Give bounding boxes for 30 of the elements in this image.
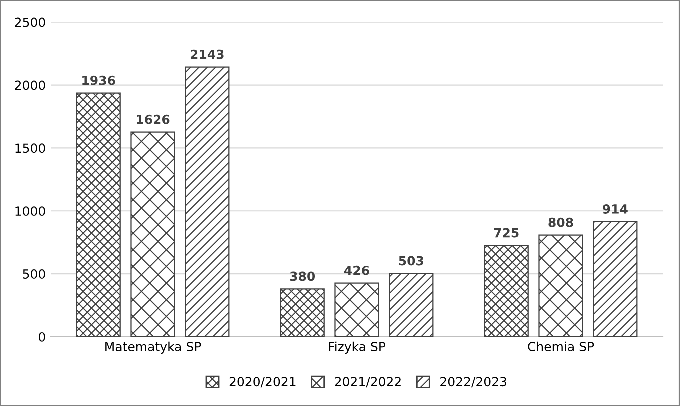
legend-label: 2022/2023 — [440, 377, 506, 388]
data-label: 426 — [344, 266, 370, 276]
y-tick-label: 2500 — [15, 18, 46, 28]
data-label: 1936 — [82, 76, 116, 86]
legend-label: 2021/2022 — [335, 377, 401, 388]
legend-label: 2020/2021 — [230, 377, 296, 388]
y-tick-label: 1000 — [16, 206, 46, 216]
x-tick-label: Chemia SP — [528, 342, 594, 352]
bar — [389, 273, 434, 337]
y-tick-label: 500 — [23, 270, 46, 279]
data-label: 2143 — [190, 50, 224, 60]
y-tick-label: 0 — [39, 332, 46, 342]
data-label: 1626 — [137, 114, 170, 124]
bar — [593, 221, 638, 337]
data-label: 808 — [548, 218, 574, 228]
data-label: 914 — [603, 204, 628, 214]
bar — [334, 282, 380, 337]
bar — [185, 66, 230, 337]
bar — [280, 288, 325, 337]
y-tick-label: 1500 — [16, 144, 46, 154]
x-tick-label: Matematyka SP — [106, 342, 202, 354]
bar — [538, 234, 584, 337]
bar — [76, 92, 121, 337]
y-tick-label: 2000 — [15, 80, 46, 90]
data-label: 725 — [494, 228, 519, 238]
data-label: 503 — [399, 256, 424, 266]
data-label: 380 — [290, 272, 316, 282]
x-tick-label: Fizyka SP — [329, 342, 386, 354]
bar — [484, 245, 529, 337]
bar — [130, 132, 176, 337]
